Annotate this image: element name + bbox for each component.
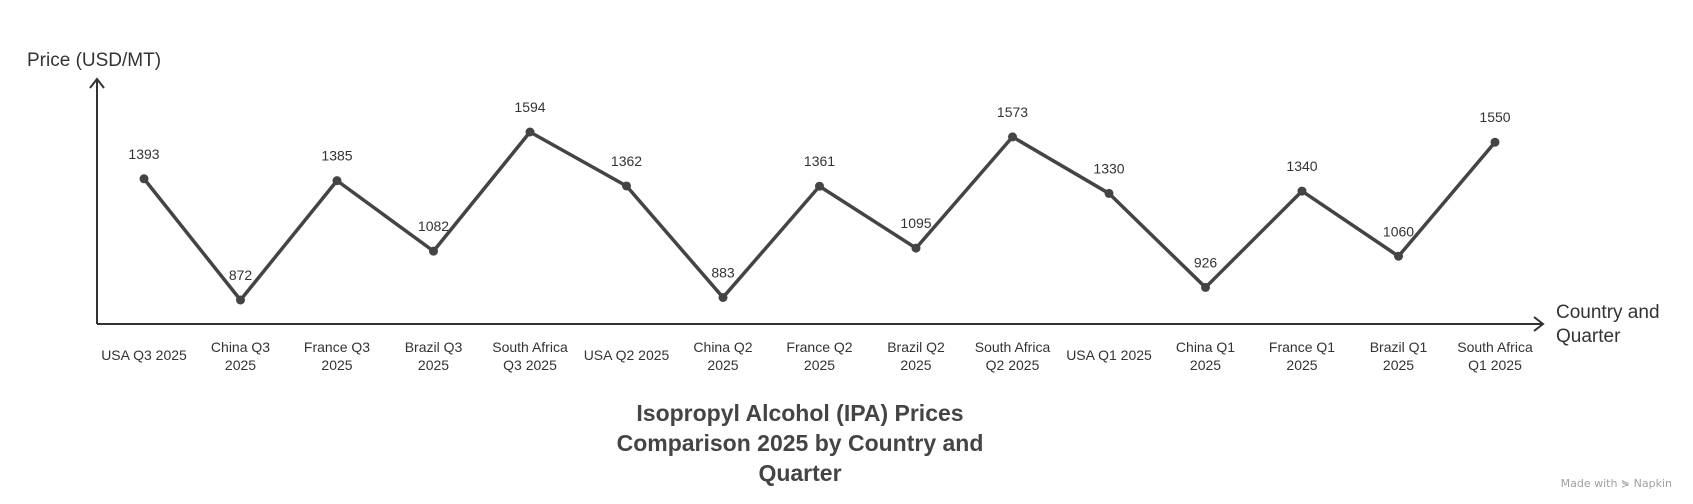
data-point xyxy=(1104,188,1114,198)
data-point xyxy=(718,292,728,302)
data-point xyxy=(236,295,245,305)
x-tick-label: China Q1 2025 xyxy=(1176,339,1235,373)
data-point xyxy=(1201,282,1210,292)
x-tick-label: France Q3 2025 xyxy=(304,339,370,373)
data-label: 1361 xyxy=(804,153,835,169)
x-tick-label: Brazil Q1 2025 xyxy=(1370,339,1428,373)
x-tick-label: France Q1 2025 xyxy=(1269,339,1335,373)
x-tick-label: South Africa Q1 2025 xyxy=(1457,339,1533,373)
data-label: 1340 xyxy=(1286,158,1317,174)
data-point xyxy=(525,127,535,137)
chart-title: Isopropyl Alcohol (IPA) Prices Compariso… xyxy=(570,398,1030,488)
x-axis-arrowhead xyxy=(1533,316,1545,332)
data-label: 1362 xyxy=(611,153,642,169)
chart-title-line-2: Comparison 2025 by Country and xyxy=(616,430,984,456)
data-point xyxy=(1297,186,1307,196)
data-label: 872 xyxy=(229,267,253,283)
chart-title-line-1: Isopropyl Alcohol (IPA) Prices xyxy=(636,400,964,426)
data-label: 1594 xyxy=(514,99,545,115)
x-tick-label: China Q2 2025 xyxy=(693,339,752,373)
y-axis-label: Price (USD/MT) xyxy=(27,50,161,71)
data-point xyxy=(911,243,921,253)
x-tick-label: France Q2 2025 xyxy=(786,339,852,373)
data-point xyxy=(1394,251,1403,261)
data-point xyxy=(139,174,149,184)
x-axis-label: Country and Quarter xyxy=(1556,302,1665,347)
data-label: 1095 xyxy=(900,215,931,231)
data-point xyxy=(332,176,342,186)
x-axis-label-line-2: Quarter xyxy=(1556,326,1621,347)
data-label: 1060 xyxy=(1383,223,1414,239)
data-label: 1573 xyxy=(997,104,1028,120)
data-point xyxy=(1008,132,1017,142)
data-label: 1393 xyxy=(128,146,159,162)
data-label: 1550 xyxy=(1479,109,1510,125)
data-point xyxy=(429,246,438,256)
x-tick-label: USA Q1 2025 xyxy=(1066,347,1152,363)
x-axis-label-line-1: Country and xyxy=(1556,302,1660,323)
data-label: 883 xyxy=(711,264,735,280)
data-label: 1385 xyxy=(321,148,352,164)
x-tick-label: Brazil Q3 2025 xyxy=(405,339,463,373)
data-label: 1330 xyxy=(1093,160,1124,176)
x-tick-label: China Q3 2025 xyxy=(211,339,270,373)
napkin-credit: Made with ⋟ Napkin xyxy=(1560,477,1672,490)
chart-marks: 1393 USA Q3 2025 872 China Q3 2025 1385 France… xyxy=(101,99,1533,373)
x-tick-label: USA Q3 2025 xyxy=(101,347,187,363)
data-point xyxy=(815,181,824,191)
y-axis-arrowhead xyxy=(89,77,105,89)
data-point xyxy=(1490,137,1500,147)
data-label: 1082 xyxy=(418,218,449,234)
x-tick-label: Brazil Q2 2025 xyxy=(887,339,945,373)
x-tick-label: South Africa Q2 2025 xyxy=(975,339,1051,373)
x-tick-label: USA Q2 2025 xyxy=(584,347,670,363)
data-label: 926 xyxy=(1194,254,1218,270)
data-point xyxy=(622,181,631,191)
chart-title-line-3: Quarter xyxy=(758,460,842,486)
x-tick-label: South Africa Q3 2025 xyxy=(492,339,568,373)
